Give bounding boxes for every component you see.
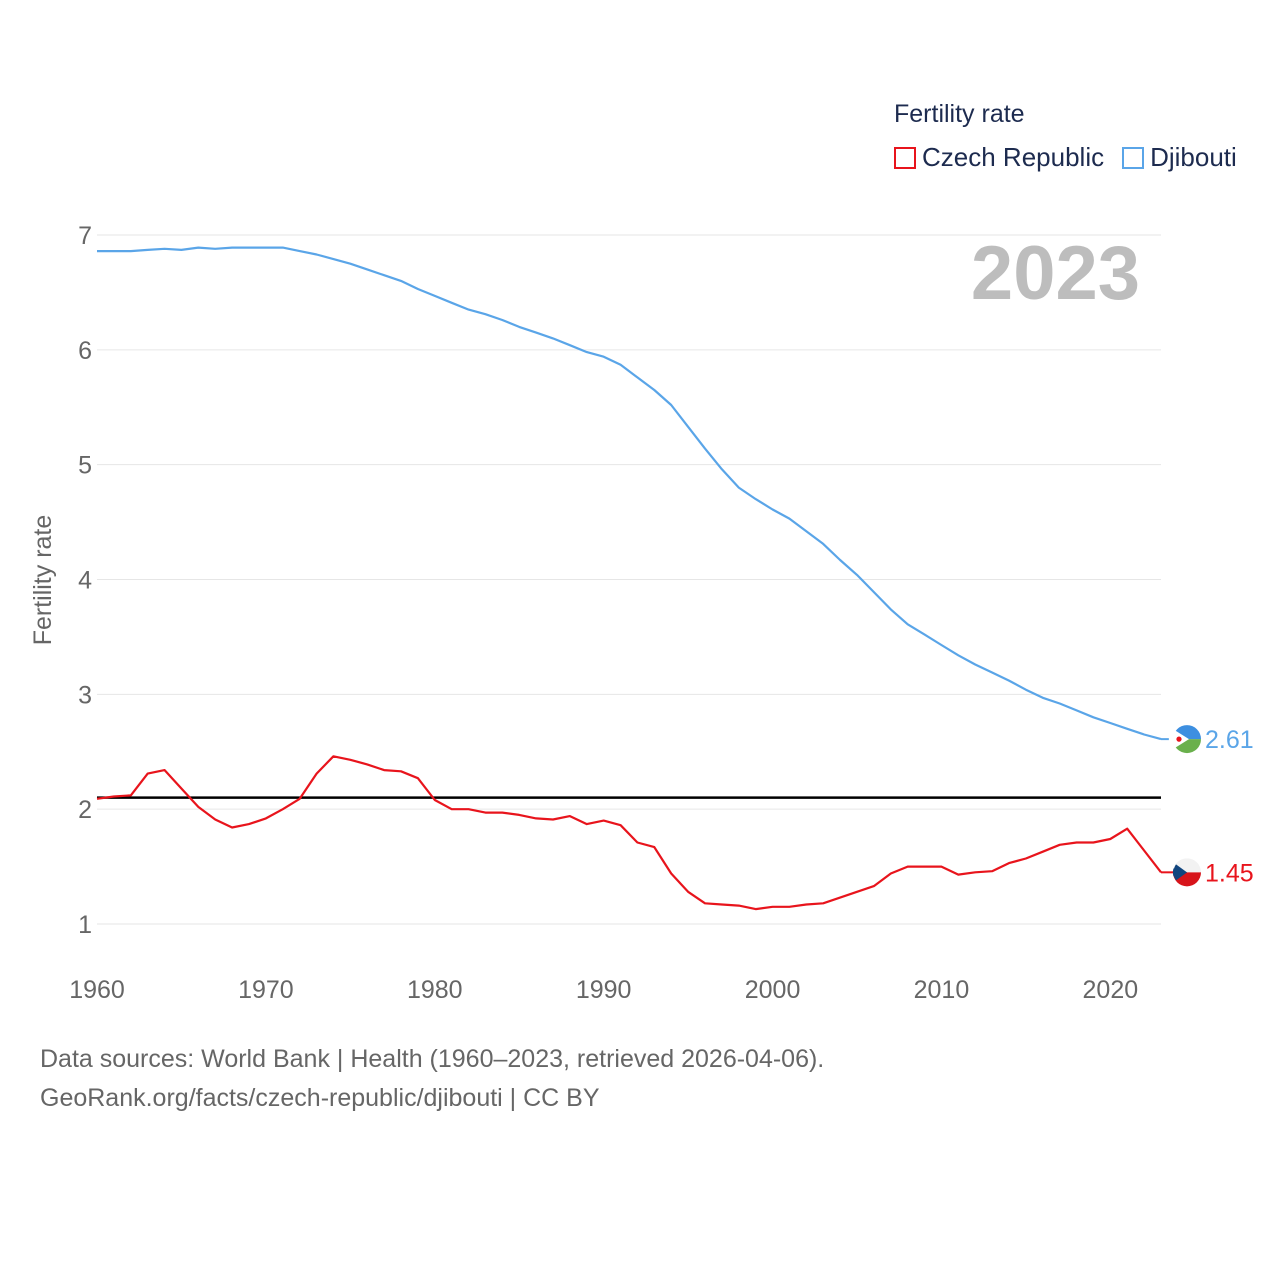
x-tick-label: 2010 (914, 976, 970, 1004)
y-tick-label: 1 (78, 911, 92, 939)
y-tick-label: 6 (78, 337, 92, 365)
x-tick-label: 1970 (238, 976, 294, 1004)
end-value-label-czech-republic: 1.45 (1205, 859, 1254, 887)
legend-title: Fertility rate (894, 100, 1025, 128)
legend-item-djibouti[interactable]: Djibouti (1122, 142, 1237, 173)
y-tick-label: 4 (78, 567, 92, 595)
y-axis-ticks: 1 2 3 4 5 6 7 (78, 222, 92, 939)
y-tick-label: 5 (78, 452, 92, 480)
series-line-czech-republic (96, 755, 1162, 911)
x-tick-label: 2000 (745, 976, 801, 1004)
gridlines (97, 234, 1161, 925)
x-tick-label: 1960 (69, 976, 125, 1004)
legend-swatch-djibouti (1122, 146, 1145, 169)
source-line-2[interactable]: GeoRank.org/facts/czech-republic/djibout… (40, 1084, 600, 1112)
y-tick-label: 7 (78, 222, 92, 250)
x-tick-label: 1980 (407, 976, 463, 1004)
legend-swatch-czech-republic (894, 146, 916, 169)
x-tick-label: 1990 (576, 976, 632, 1004)
year-label: 2023 (971, 231, 1140, 316)
legend-label-djibouti: Djibouti (1150, 142, 1237, 172)
flag-icon-djibouti (1168, 725, 1201, 754)
x-tick-label: 2020 (1083, 976, 1139, 1004)
end-value-label-djibouti: 2.61 (1205, 726, 1254, 754)
legend-label-czech-republic: Czech Republic (922, 142, 1105, 172)
flag-icon-czech-republic (1172, 858, 1201, 887)
series-line-djibouti (97, 246, 1162, 741)
x-axis-ticks: 1960 1970 1980 1990 2000 2010 2020 (69, 976, 1138, 1004)
y-tick-label: 3 (78, 681, 92, 709)
legend: Czech Republic Djibouti (894, 142, 1237, 173)
source-line-1: Data sources: World Bank | Health (1960–… (40, 1045, 825, 1073)
y-tick-label: 2 (78, 796, 92, 824)
y-axis-title: Fertility rate (29, 515, 57, 646)
series-lines (96, 246, 1162, 911)
legend-item-czech-republic[interactable]: Czech Republic (894, 142, 1104, 173)
end-markers: 1.45 2.61 (1161, 725, 1254, 887)
